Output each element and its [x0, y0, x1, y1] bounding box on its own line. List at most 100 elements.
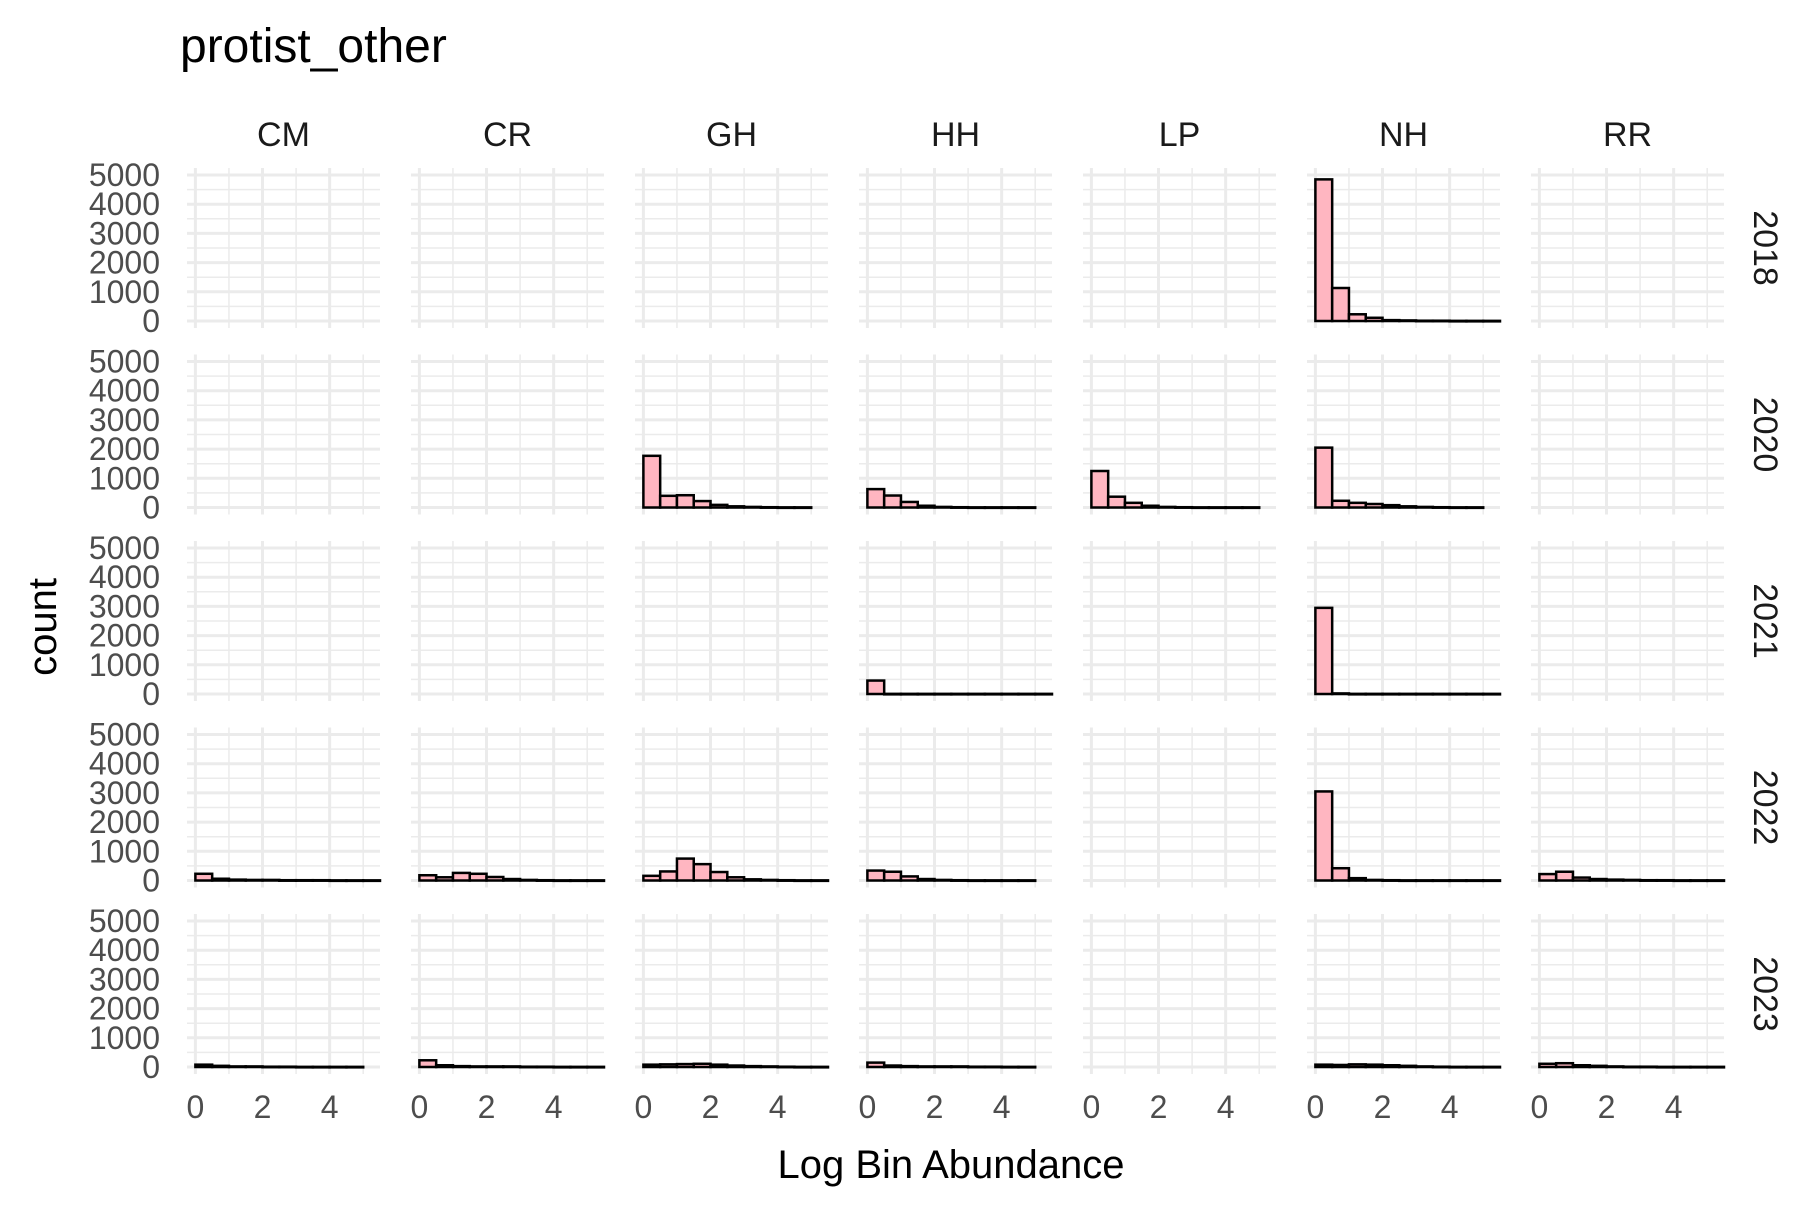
histogram-bar	[1538, 872, 1558, 882]
histogram-bar	[261, 1065, 281, 1069]
x-tick-label: 0	[1306, 1089, 1324, 1125]
histogram-bar	[261, 878, 281, 882]
histogram-bar	[552, 1065, 572, 1069]
histogram-bar	[1314, 1063, 1334, 1069]
x-tick-label: 4	[321, 1089, 339, 1125]
histogram-bar	[502, 877, 522, 882]
histogram-bar	[1414, 319, 1435, 323]
histogram-bar	[916, 504, 936, 509]
y-tick-label: 4000	[89, 373, 160, 409]
y-tick-label: 4000	[89, 186, 160, 222]
histogram-bar	[210, 877, 231, 882]
histogram-bar	[1705, 1065, 1726, 1069]
histogram-bar	[776, 878, 796, 882]
histogram-bar	[1481, 692, 1502, 696]
histogram-bar	[709, 503, 729, 509]
histogram-bar	[809, 1065, 830, 1069]
facet-row-label: 2023	[1746, 956, 1784, 1032]
histogram-bar	[1017, 692, 1037, 696]
histogram-bar	[983, 1065, 1003, 1069]
histogram-bar	[1465, 1065, 1485, 1069]
histogram-bar	[916, 877, 936, 882]
y-tick-label: 2000	[89, 618, 160, 654]
histogram-bar	[882, 1064, 903, 1069]
histogram-bar	[1017, 1065, 1037, 1069]
histogram-bar	[1605, 878, 1625, 882]
histogram-bar	[1364, 692, 1384, 696]
histogram-bar	[866, 679, 886, 696]
histogram-bar	[1431, 505, 1451, 509]
histogram-bar	[1364, 1063, 1384, 1069]
x-tick-label: 2	[1374, 1089, 1392, 1125]
y-tick-label: 0	[142, 863, 160, 899]
facet-row-label: 2020	[1746, 397, 1784, 473]
histogram-bar	[692, 862, 712, 882]
panel-CM-2020	[187, 354, 380, 515]
histogram-bar	[569, 1065, 589, 1069]
histogram-bar	[866, 487, 886, 509]
histogram-bar	[1017, 506, 1037, 510]
x-tick-label: 4	[545, 1089, 563, 1125]
histogram-bar	[1347, 313, 1367, 323]
histogram-bar	[1622, 878, 1642, 882]
panel-HH-2020	[859, 354, 1052, 515]
histogram-bar	[328, 879, 348, 883]
histogram-bar	[1465, 506, 1485, 510]
y-tick-label: 3000	[89, 961, 160, 997]
histogram-bar	[1000, 1065, 1020, 1069]
histogram-bar	[1000, 692, 1020, 696]
histogram-bar	[1347, 876, 1367, 882]
histogram-bar	[1106, 495, 1127, 509]
y-tick-label: 4000	[89, 559, 160, 595]
x-tick-label: 2	[1598, 1089, 1616, 1125]
histogram-bar	[1448, 319, 1468, 323]
panel-HH-2023	[859, 914, 1052, 1074]
histogram-bar	[1207, 506, 1227, 510]
panel-CR-2023	[411, 914, 606, 1074]
histogram-bar	[434, 876, 455, 882]
histogram-bar	[1174, 505, 1194, 509]
histogram-bar	[1398, 1064, 1418, 1069]
histogram-bar	[916, 1065, 936, 1069]
y-tick-label: 2000	[89, 804, 160, 840]
y-tick-label: 1000	[89, 1020, 160, 1056]
panel-HH-2021	[859, 541, 1054, 701]
x-tick-label: 4	[1217, 1089, 1235, 1125]
y-tick-label: 2000	[89, 245, 160, 281]
histogram-bar	[434, 1063, 455, 1069]
histogram-bar	[1241, 506, 1261, 510]
x-tick-label: 4	[1665, 1089, 1683, 1125]
x-tick-label: 2	[478, 1089, 496, 1125]
histogram-bar	[1157, 505, 1177, 509]
histogram-bar	[899, 1064, 919, 1069]
histogram-bar	[759, 878, 779, 882]
histogram-bar	[966, 1065, 987, 1069]
histogram-bar	[345, 1065, 365, 1069]
histogram-bar	[899, 500, 919, 509]
histogram-bar	[1622, 1065, 1642, 1069]
histogram-bar	[916, 692, 936, 696]
histogram-bar	[518, 878, 539, 882]
panel-RR-2022	[1531, 727, 1726, 888]
facet-row-label: 2021	[1746, 583, 1784, 659]
y-tick-label: 5000	[89, 157, 160, 193]
histogram-bar	[1414, 1065, 1435, 1069]
histogram-bar	[1414, 692, 1435, 696]
histogram-bar	[1314, 606, 1334, 696]
histogram-bar	[933, 878, 953, 882]
panel-GH-2020	[635, 354, 828, 515]
panel-GH-2021	[635, 541, 828, 701]
histogram-bar	[1481, 1065, 1502, 1069]
histogram-bar	[866, 869, 886, 882]
y-tick-label: 4000	[89, 746, 160, 782]
histogram-bar	[1090, 469, 1110, 509]
facet-row-label: 2018	[1746, 210, 1784, 286]
y-tick-label: 5000	[89, 717, 160, 753]
histogram-bar	[1554, 870, 1575, 882]
histogram-bar	[692, 499, 712, 509]
histogram-bar	[1448, 1065, 1468, 1069]
histogram-bar	[1017, 879, 1037, 883]
histogram-bar	[966, 506, 987, 510]
